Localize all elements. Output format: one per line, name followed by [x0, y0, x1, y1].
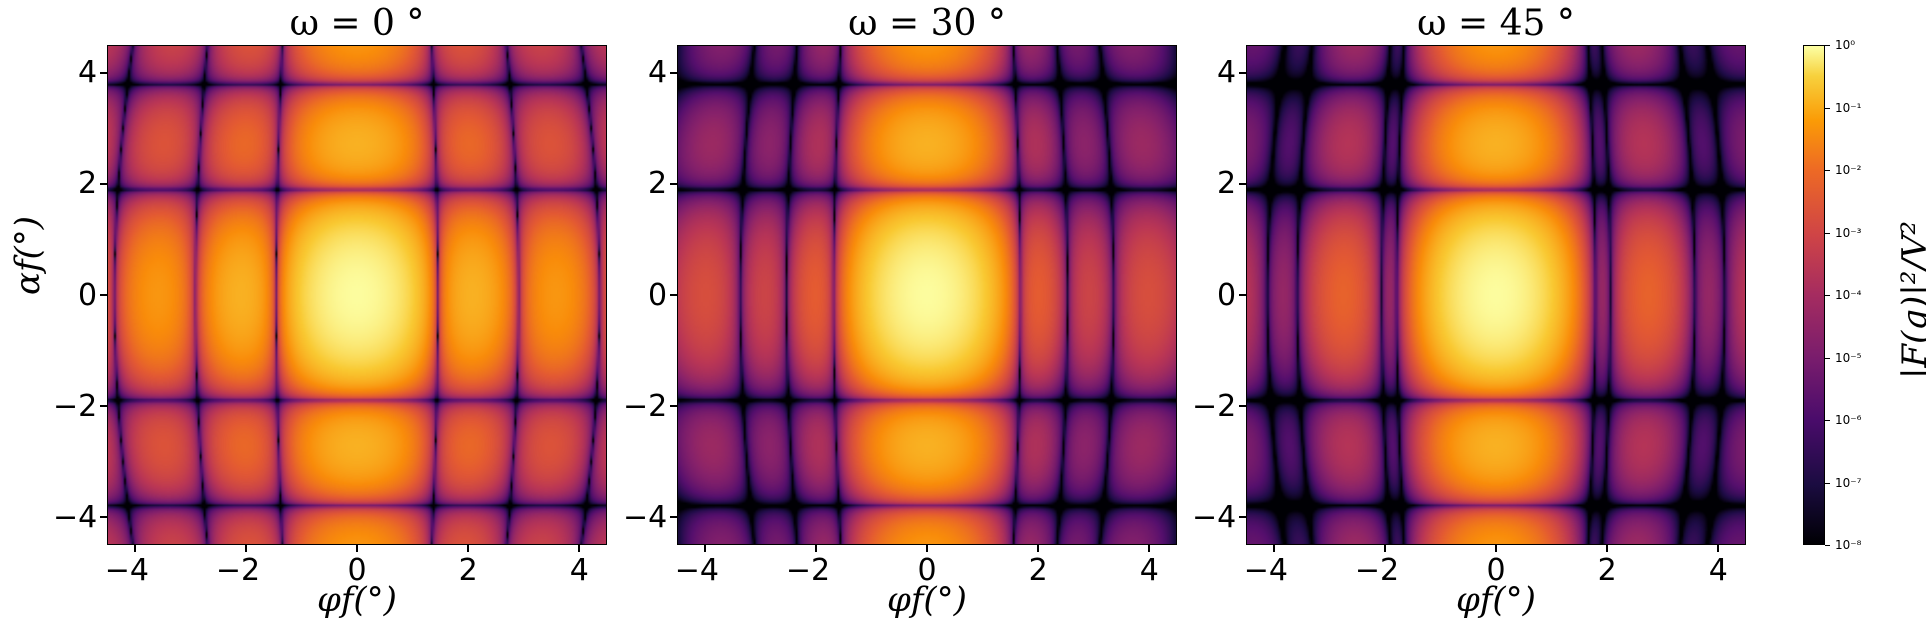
colorbar-tick-label: 10⁻⁴ [1835, 288, 1862, 302]
x-tick-label: 2 [1597, 553, 1617, 588]
x-tick-label: 2 [458, 553, 478, 588]
panel-title-2: ω = 30 ° [848, 3, 1006, 44]
y-tick-label: −4 [1192, 499, 1237, 535]
colorbar-tick-label: 10⁻⁶ [1835, 413, 1862, 427]
x-tick-label: −4 [104, 553, 149, 588]
y-tick-label: 4 [78, 55, 98, 91]
heatmap-canvas-3 [1247, 46, 1745, 544]
x-tick-mark [1273, 545, 1275, 552]
y-tick-mark [100, 294, 107, 296]
y-tick-mark [670, 72, 677, 74]
x-tick-label: −2 [215, 553, 261, 588]
x-tick-label: 0 [1486, 553, 1506, 588]
y-tick-label: 4 [1217, 55, 1237, 91]
x-axis-label-3: φf(°) [1456, 580, 1536, 620]
x-tick-mark [467, 545, 469, 552]
x-tick-mark [356, 545, 358, 552]
x-tick-mark [1148, 545, 1150, 552]
x-axis-label-2: φf(°) [887, 580, 967, 620]
x-tick-mark [926, 545, 928, 552]
panel-title-3: ω = 45 ° [1417, 3, 1575, 44]
y-tick-mark [1239, 183, 1246, 185]
colorbar-tick-mark [1825, 482, 1830, 484]
x-tick-label: 4 [1139, 553, 1159, 588]
colorbar-tick-label: 10⁰ [1835, 38, 1856, 52]
heatmap-canvas-1 [108, 46, 606, 544]
y-tick-mark [100, 516, 107, 518]
y-tick-label: 2 [1217, 166, 1237, 202]
y-tick-label: 4 [648, 55, 668, 91]
x-tick-mark [578, 545, 580, 552]
x-tick-mark [1606, 545, 1608, 552]
colorbar-tick-label: 10⁻⁸ [1835, 538, 1862, 552]
colorbar-tick-label: 10⁻¹ [1835, 100, 1862, 115]
x-tick-label: 4 [569, 553, 589, 588]
y-tick-mark [1239, 72, 1246, 74]
y-tick-mark [1239, 516, 1246, 518]
x-axis-label-1: φf(°) [317, 580, 397, 620]
x-tick-label: −4 [674, 553, 719, 588]
colorbar-tick-label: 10⁻² [1835, 163, 1862, 177]
y-tick-label: −4 [53, 499, 98, 535]
colorbar-tick-mark [1825, 545, 1830, 546]
colorbar-tick-label: 10⁻⁵ [1835, 350, 1862, 365]
colorbar [1803, 45, 1825, 545]
y-tick-mark [100, 72, 107, 74]
y-tick-label: 0 [1217, 277, 1237, 313]
y-tick-mark [100, 405, 107, 407]
heatmap-panel-omega-0 [107, 45, 607, 545]
y-tick-mark [1239, 294, 1246, 296]
x-tick-label: 0 [917, 553, 937, 588]
x-tick-label: −4 [1243, 553, 1288, 588]
x-tick-mark [815, 545, 817, 552]
x-tick-label: −2 [785, 553, 831, 588]
x-tick-mark [1717, 545, 1719, 552]
heatmap-canvas-2 [678, 46, 1176, 544]
y-tick-mark [100, 183, 107, 185]
y-axis-label: αf(°) [8, 215, 48, 295]
y-tick-label: −2 [623, 388, 668, 424]
y-tick-label: −2 [1192, 388, 1237, 424]
y-tick-label: 2 [648, 166, 668, 202]
y-tick-mark [670, 405, 677, 407]
x-tick-label: 2 [1028, 553, 1048, 588]
y-tick-label: 0 [648, 277, 668, 313]
y-tick-mark [670, 294, 677, 296]
heatmap-panel-omega-45 [1246, 45, 1746, 545]
colorbar-tick-mark [1825, 357, 1830, 359]
y-tick-mark [670, 516, 677, 518]
y-tick-label: 2 [78, 166, 98, 202]
y-tick-label: −4 [623, 499, 668, 535]
colorbar-tick-mark [1825, 170, 1830, 171]
colorbar-label: |F(q)|²/V² [1895, 220, 1926, 380]
x-tick-mark [1384, 545, 1386, 552]
x-tick-label: 0 [347, 553, 367, 588]
colorbar-tick-mark [1825, 45, 1830, 46]
panel-title-1: ω = 0 ° [289, 3, 425, 44]
colorbar-tick-mark [1825, 420, 1830, 421]
y-tick-mark [1239, 405, 1246, 407]
x-tick-label: −2 [1354, 553, 1400, 588]
x-tick-mark [1495, 545, 1497, 552]
x-tick-mark [1037, 545, 1039, 552]
colorbar-tick-label: 10⁻⁷ [1835, 475, 1862, 490]
colorbar-tick-mark [1825, 107, 1830, 109]
x-tick-mark [245, 545, 247, 552]
colorbar-tick-mark [1825, 232, 1830, 234]
x-tick-mark [134, 545, 136, 552]
heatmap-panel-omega-30 [677, 45, 1177, 545]
y-tick-label: −2 [53, 388, 98, 424]
x-tick-mark [704, 545, 706, 552]
y-tick-label: 0 [78, 277, 98, 313]
x-tick-label: 4 [1708, 553, 1728, 588]
colorbar-tick-label: 10⁻³ [1835, 225, 1862, 240]
y-tick-mark [670, 183, 677, 185]
colorbar-tick-mark [1825, 295, 1830, 296]
